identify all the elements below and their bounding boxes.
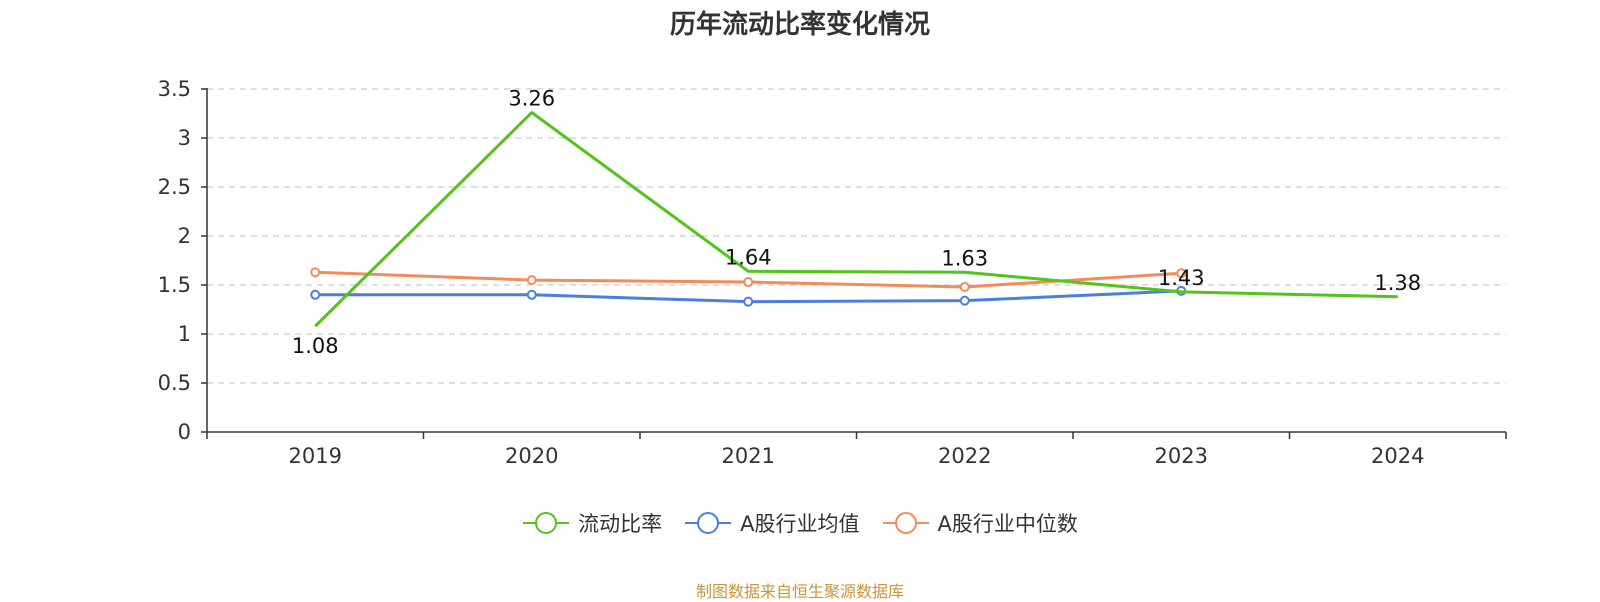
legend-item[interactable]: A股行业中位数 — [882, 508, 1078, 538]
data-point[interactable] — [959, 295, 970, 306]
legend-label: A股行业均值 — [740, 512, 860, 536]
x-tick-label: 2022 — [938, 444, 991, 468]
data-point[interactable] — [310, 267, 321, 278]
x-tick-label: 2019 — [289, 444, 342, 468]
line-chart: 0 0.5 1 1.5 2 2.5 3 3.5 2019 2020 2021 2022 2023 2024… — [158, 77, 1507, 468]
data-point[interactable] — [526, 289, 537, 300]
y-tick-label: 1.5 — [158, 273, 191, 297]
y-tick-label: 1 — [178, 322, 191, 346]
legend-marker-icon — [523, 512, 570, 534]
data-point[interactable] — [959, 281, 970, 292]
y-tick-label: 0 — [178, 420, 191, 444]
data-point[interactable] — [743, 296, 754, 307]
data-label: 1.08 — [292, 334, 339, 358]
legend: 流动比率 A股行业均值 A股行业中位数 — [0, 508, 1600, 538]
legend-marker-icon — [685, 512, 732, 534]
x-tick-label: 2020 — [505, 444, 558, 468]
source-note: 制图数据来自恒生聚源数据库 — [695, 582, 904, 601]
y-tick-label: 2 — [178, 224, 191, 248]
data-label: 1.38 — [1374, 271, 1421, 295]
data-point[interactable] — [310, 289, 321, 300]
legend-label: A股行业中位数 — [937, 512, 1078, 536]
grid-lines — [207, 88, 1506, 384]
axes: 0 0.5 1 1.5 2 2.5 3 3.5 2019 2020 2021 2022 2023 2024 — [158, 77, 1507, 468]
data-label: 1.64 — [725, 245, 772, 269]
legend-marker-icon — [882, 512, 929, 534]
series-line-0 — [314, 111, 1398, 328]
data-label: 3.26 — [508, 87, 555, 111]
data-label: 1.43 — [1158, 266, 1205, 290]
y-tick-label: 3 — [178, 126, 191, 150]
legend-item[interactable]: 流动比率 — [522, 508, 662, 538]
legend-item[interactable]: A股行业均值 — [684, 508, 860, 538]
chart-title: 历年流动比率变化情况 — [669, 10, 930, 40]
data-point[interactable] — [1176, 268, 1187, 279]
y-tick-label: 0.5 — [158, 371, 191, 395]
legend-label: 流动比率 — [578, 512, 663, 536]
data-label: 1.63 — [941, 246, 988, 270]
y-tick-label: 3.5 — [158, 77, 191, 101]
x-tick-label: 2023 — [1155, 444, 1208, 468]
y-tick-label: 2.5 — [158, 175, 191, 199]
data-point[interactable] — [526, 275, 537, 286]
series-lines — [310, 111, 1398, 328]
x-tick-label: 2024 — [1371, 444, 1424, 468]
data-point[interactable] — [743, 277, 754, 288]
data-labels: 1.08 3.26 1.64 1.63 1.43 1.38 — [292, 87, 1421, 359]
x-tick-label: 2021 — [722, 444, 775, 468]
